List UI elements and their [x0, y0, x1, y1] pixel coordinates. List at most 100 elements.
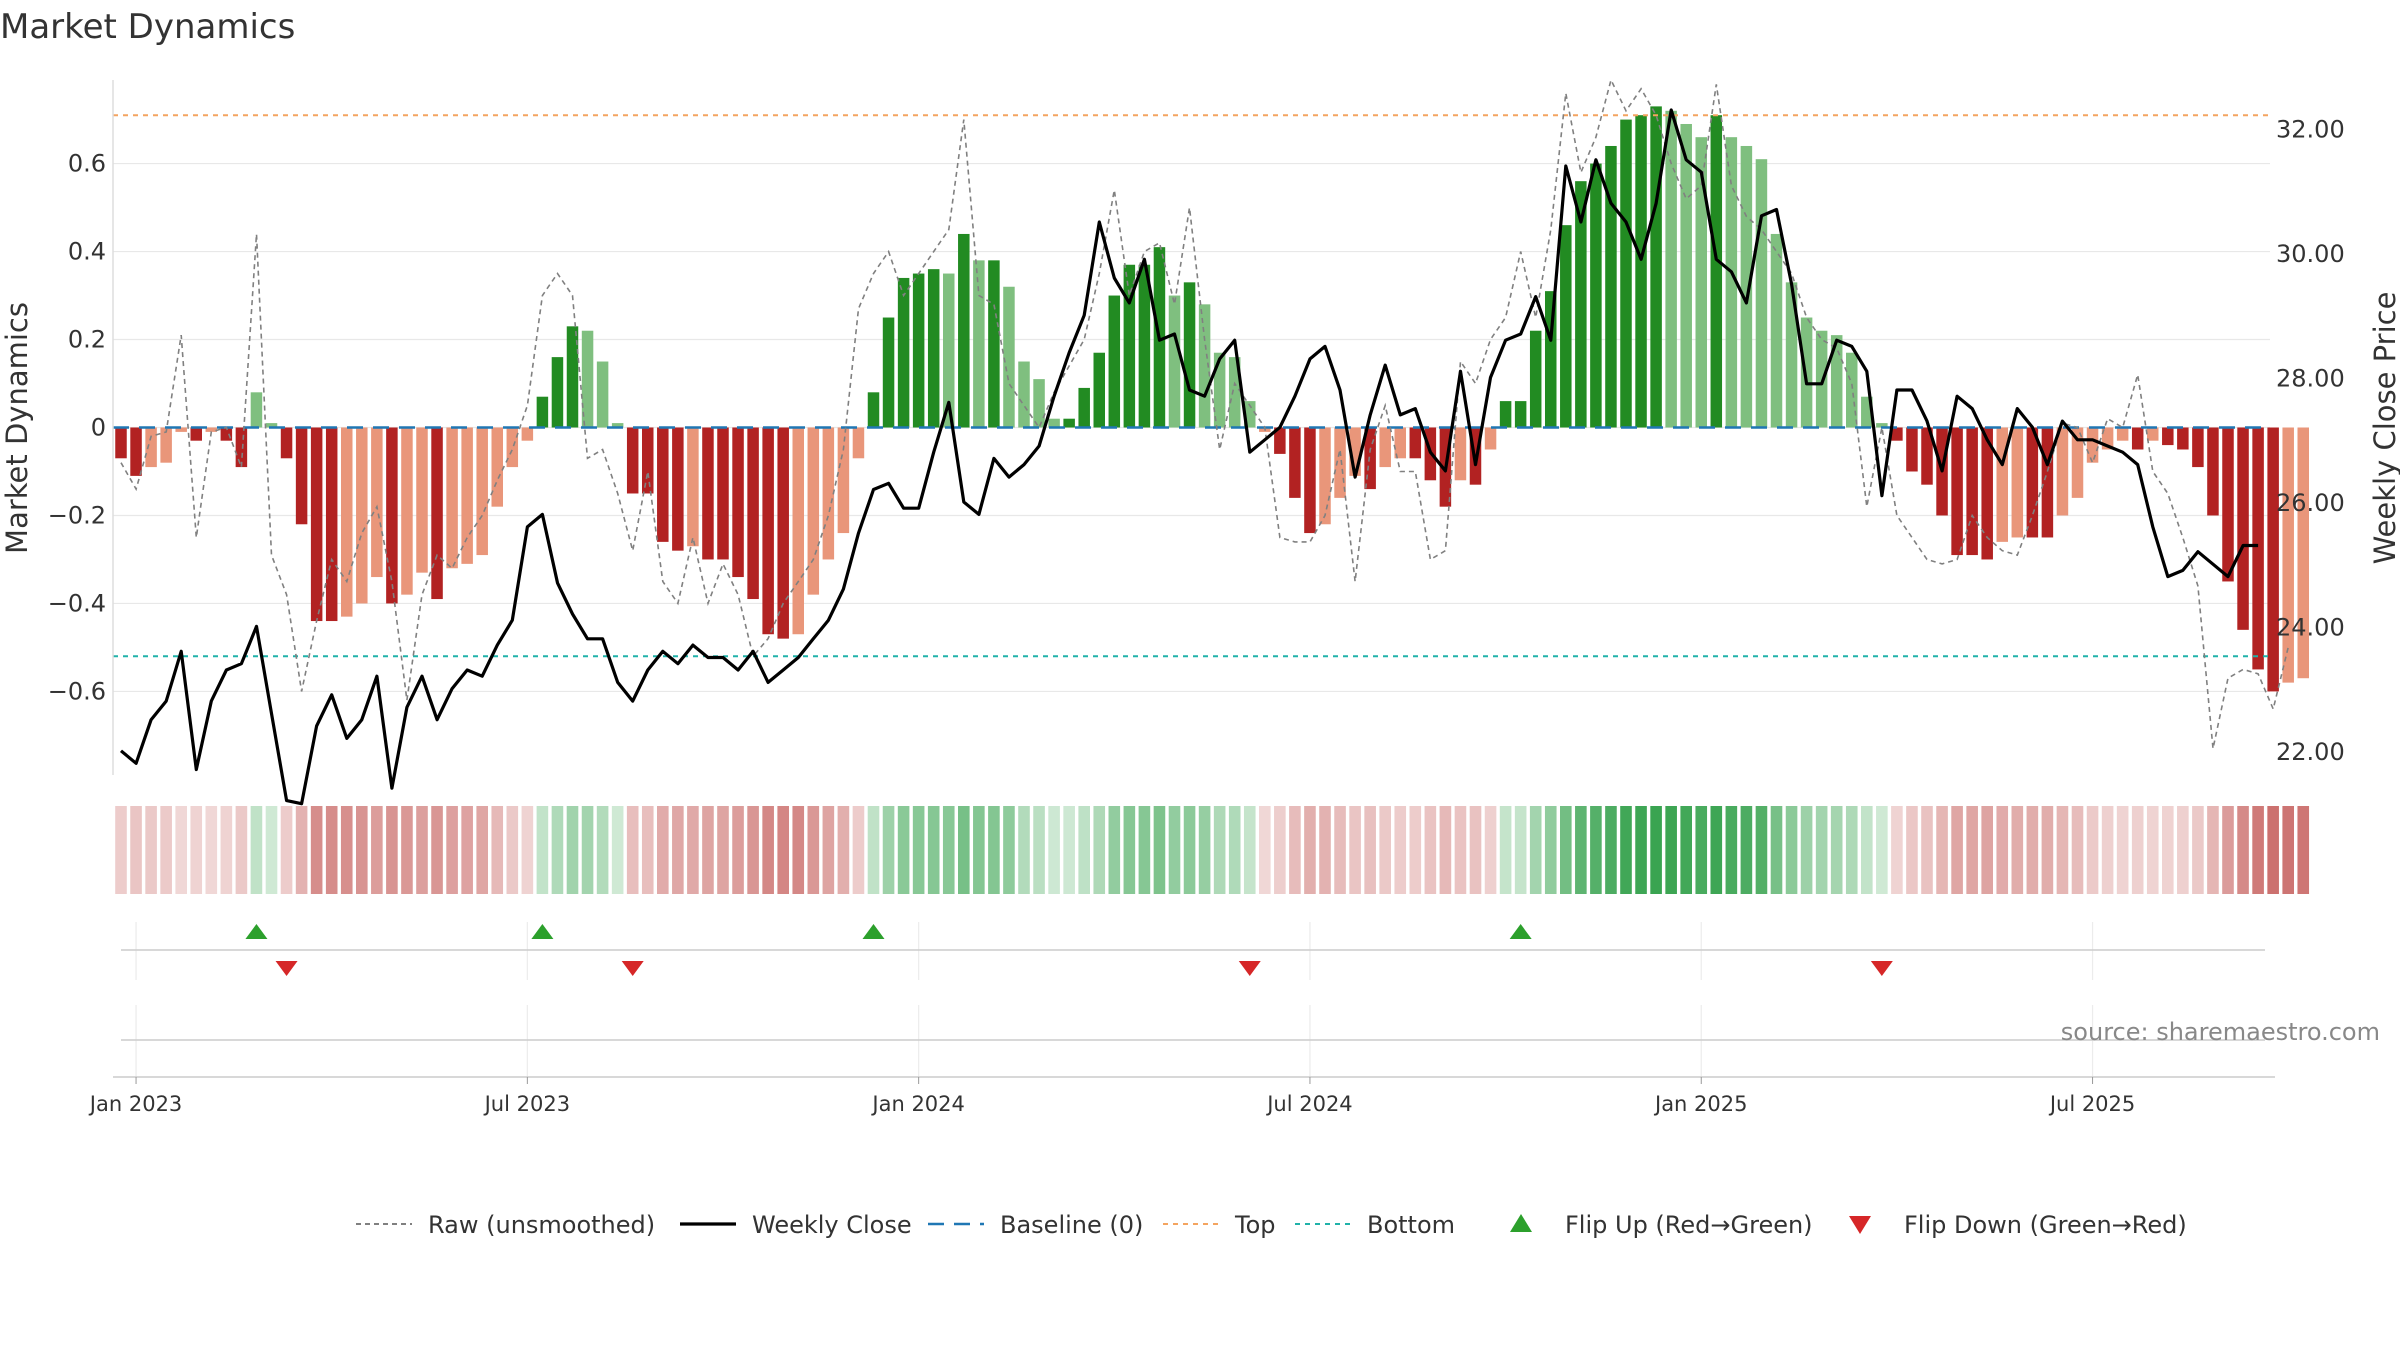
heat-cell	[1575, 806, 1587, 894]
heat-cell	[611, 806, 624, 894]
bar	[2041, 427, 2054, 538]
bar	[1906, 427, 1918, 472]
bar	[2222, 427, 2234, 582]
bar	[1364, 427, 1376, 490]
bar	[687, 427, 699, 547]
heat-cell	[1228, 806, 1241, 894]
heat-cell	[2237, 806, 2249, 894]
bar	[2282, 427, 2294, 683]
bar	[1349, 427, 1361, 476]
bar	[521, 427, 534, 441]
bar	[446, 427, 458, 569]
heat-cell	[852, 806, 865, 894]
chart-title: Market Dynamics	[0, 7, 295, 47]
bar	[657, 427, 669, 542]
heat-cell	[1289, 806, 1301, 894]
raw-series-line	[120, 77, 2289, 749]
bar	[882, 317, 895, 428]
bar	[1785, 282, 1798, 428]
heat-cell	[1650, 806, 1662, 894]
heat-cell	[2252, 806, 2264, 894]
heat-cell	[1018, 806, 1030, 894]
bar	[2101, 427, 2114, 450]
heat-cell	[1469, 806, 1482, 894]
bar	[1966, 427, 1978, 556]
bar	[536, 396, 549, 428]
bar	[130, 427, 142, 476]
bar	[1033, 379, 1045, 428]
bar	[1093, 352, 1105, 428]
heat-cell	[973, 806, 985, 894]
bar	[732, 427, 744, 578]
bar	[1800, 317, 1813, 428]
heat-cell	[416, 806, 428, 894]
bar	[145, 427, 157, 468]
bar	[822, 427, 835, 560]
bar-series	[115, 106, 2309, 692]
bar	[1951, 427, 1963, 556]
heat-cell	[1274, 806, 1286, 894]
bar	[642, 427, 654, 494]
heat-cell	[897, 806, 910, 894]
heat-cell	[1003, 806, 1015, 894]
heat-cell	[1845, 806, 1858, 894]
bar	[1740, 145, 1753, 428]
heat-cell	[912, 806, 925, 894]
bar	[1876, 423, 1888, 428]
heat-cell	[1514, 806, 1527, 894]
bar	[1379, 427, 1391, 468]
heat-cell	[356, 806, 368, 894]
bar	[1560, 225, 1572, 428]
heat-cell	[1063, 806, 1075, 894]
bar	[220, 427, 233, 441]
bar	[1710, 115, 1723, 428]
heat-cell	[1635, 806, 1647, 894]
bar	[1499, 401, 1512, 428]
heat-cell	[1830, 806, 1843, 894]
heat-cell	[115, 806, 127, 894]
heat-cell	[2056, 806, 2069, 894]
bar	[1394, 427, 1406, 459]
heat-cell	[340, 806, 353, 894]
heat-cell	[2282, 806, 2294, 894]
bar	[2177, 427, 2189, 450]
heat-cell	[1319, 806, 1331, 894]
bar	[235, 427, 248, 468]
bar	[371, 427, 383, 578]
y-tick-right: 26.00	[2276, 489, 2345, 517]
bar	[2252, 427, 2264, 670]
heat-cell	[732, 806, 744, 894]
heat-cell	[702, 806, 714, 894]
heat-cell	[2146, 806, 2159, 894]
bar	[943, 273, 955, 428]
bar	[1680, 123, 1692, 428]
heat-cell	[1529, 806, 1542, 894]
heat-cell	[1861, 806, 1873, 894]
bar	[2207, 427, 2219, 516]
bar	[115, 427, 127, 459]
bar	[416, 427, 428, 573]
heat-cell	[1259, 806, 1271, 894]
heat-cell	[175, 806, 187, 894]
weekly-close-line	[119, 108, 2259, 806]
heat-cell	[1966, 806, 1978, 894]
flip-panel	[121, 922, 2265, 980]
legend-swatch-flip-up	[1510, 1214, 1532, 1232]
reference-lines	[113, 114, 2270, 658]
bar	[1078, 387, 1090, 428]
bar	[310, 427, 323, 622]
bar	[792, 427, 804, 635]
heat-cell	[672, 806, 684, 894]
y-tick-left: 0.4	[68, 238, 106, 266]
bar	[1921, 427, 1933, 485]
heat-cell	[2222, 806, 2234, 894]
bar	[1981, 427, 1993, 560]
bar	[1244, 401, 1256, 428]
bar	[190, 427, 202, 441]
heat-cell	[1725, 806, 1738, 894]
y-tick-left: 0.6	[68, 150, 106, 178]
bar	[1304, 427, 1316, 534]
heat-cell	[867, 806, 880, 894]
heat-cell	[205, 806, 218, 894]
bar	[2297, 427, 2309, 679]
